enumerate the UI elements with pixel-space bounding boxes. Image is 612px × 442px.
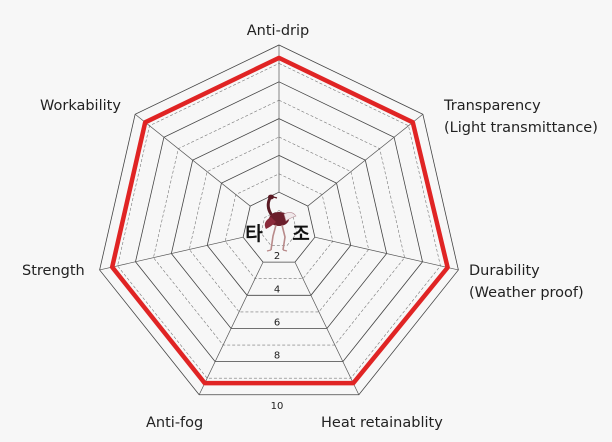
- radar-grid: [99, 44, 459, 396]
- grid-ring-1: [260, 210, 298, 246]
- grid-ring-10: [99, 44, 459, 396]
- center-logo: 타 조: [245, 194, 310, 252]
- axis-label-6: Workability: [40, 98, 121, 114]
- axis-label-1: Transparency: [443, 98, 541, 114]
- tick-label-4: 4: [274, 284, 280, 295]
- series-0-outline: [109, 55, 450, 386]
- ostrich-logo-icon: [264, 194, 297, 252]
- grid-ring-9: [117, 63, 441, 379]
- grid-ring-4: [206, 154, 352, 296]
- grid-ring-5: [188, 136, 370, 313]
- axis-label-1-line-1: (Light transmittance): [444, 120, 598, 136]
- tick-label-8: 8: [274, 351, 280, 362]
- spoke-2: [314, 236, 459, 271]
- radar-axis-labels: Anti-drip Transparency (Light transmittanc…: [22, 23, 598, 431]
- grid-ring-3: [224, 173, 334, 280]
- grid-ring-8: [135, 81, 423, 363]
- axis-label-2-line-1: (Weather proof): [469, 285, 584, 301]
- spoke-4: [198, 262, 264, 395]
- radar-tick-labels: 2 4 6 8 10: [271, 251, 284, 412]
- axis-label-0: Anti-drip: [247, 23, 309, 39]
- tick-label-6: 6: [274, 317, 280, 328]
- grid-ring-6: [170, 118, 388, 329]
- axis-label-5: Strength: [22, 263, 85, 279]
- spoke-6: [134, 114, 251, 207]
- center-char-left: 타: [245, 223, 263, 245]
- grid-ring-7: [153, 99, 405, 346]
- tick-label-10: 10: [271, 401, 284, 412]
- axis-label-4: Anti-fog: [146, 415, 203, 431]
- spoke-3: [294, 262, 360, 395]
- spoke-1: [307, 114, 424, 207]
- grid-ring-2: [242, 191, 316, 263]
- axis-label-3: Heat retainablity: [321, 415, 443, 431]
- radar-series: [109, 55, 450, 386]
- tick-label-2: 2: [274, 251, 280, 262]
- center-char-right: 조: [292, 223, 309, 245]
- axis-label-2: Durability: [469, 263, 540, 279]
- radar-spokes: [99, 45, 459, 395]
- spoke-5: [99, 236, 244, 271]
